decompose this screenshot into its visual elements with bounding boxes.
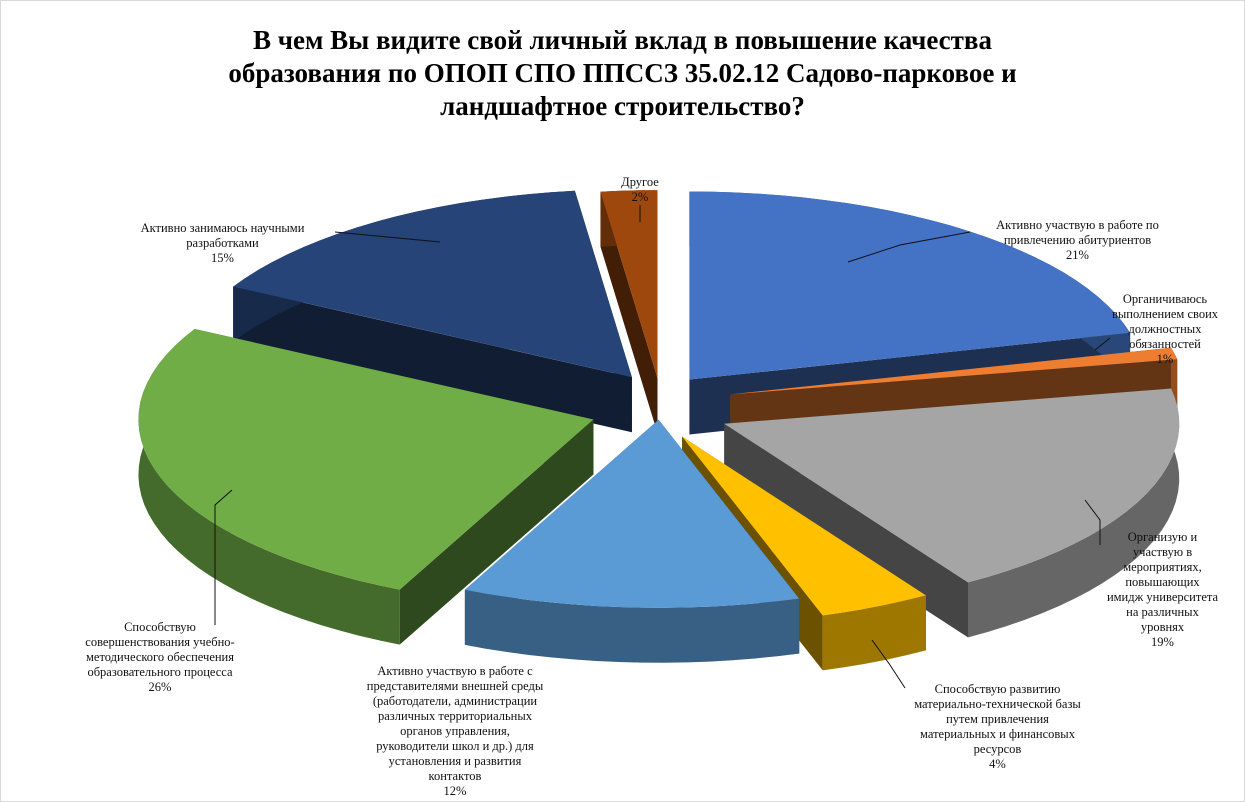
slice-label-events-value: 19%	[1151, 635, 1174, 649]
slice-label-other: Другое 2%	[595, 175, 685, 205]
slice-label-duties-value: 1%	[1156, 352, 1174, 366]
pie-slices	[138, 190, 1180, 671]
leader-line-recruiting	[847, 231, 971, 263]
slice-label-methodology: Способствую совершенствования учебно- ме…	[45, 620, 275, 695]
leader-line-duties	[1094, 337, 1111, 351]
slice-label-material-base-value: 4%	[989, 757, 1006, 771]
pie-slice-methodology-top	[138, 329, 594, 590]
slice-label-events: Организую и участвую в мероприятиях, пов…	[1085, 530, 1240, 650]
slice-label-recruiting: Активно участвую в работе по привлечению…	[955, 218, 1200, 263]
pie-slice-research-cut-a	[233, 286, 632, 433]
slice-label-external-contacts: Активно участвую в работе с представител…	[330, 664, 580, 799]
pie-slice-material-base-top	[682, 436, 926, 616]
chart-title-line-2: образования по ОПОП СПО ППССЗ 35.02.12 С…	[228, 58, 1017, 88]
pie-slice-other	[600, 190, 658, 434]
pie-slice-external-contacts-top	[464, 419, 800, 608]
pie-slice-recruiting-top	[689, 191, 1131, 380]
slice-label-recruiting-text: Активно участвую в работе по привлечению…	[996, 218, 1159, 247]
pie-slice-material-base-side	[822, 595, 926, 671]
slice-label-other-text: Другое	[621, 175, 659, 189]
leader-line-research	[334, 231, 441, 243]
slice-label-research-text: Активно занимаюсь научными разработками	[140, 221, 305, 250]
pie-slice-methodology-cut-a	[399, 419, 594, 645]
pie-slice-events-top	[724, 388, 1180, 583]
slice-label-material-base-text: Способствую развитию материально-техниче…	[914, 682, 1081, 756]
slice-label-external-contacts-text: Активно участвую в работе с представител…	[366, 664, 544, 783]
pie-slice-research	[233, 190, 632, 433]
chart-title-line-1: В чем Вы видите свой личный вклад в повы…	[253, 25, 992, 55]
slice-label-methodology-value: 26%	[148, 680, 172, 694]
slice-label-other-value: 2%	[631, 190, 649, 204]
pie-slice-methodology	[138, 328, 594, 645]
slice-label-duties: Органичиваюсь выполнением своих должност…	[1095, 292, 1235, 367]
chart-title-line-3: ландшафтное строительство?	[440, 91, 805, 121]
leader-line-events	[1084, 499, 1101, 545]
pie-slice-other-top	[600, 190, 658, 379]
slice-label-research-value: 15%	[211, 251, 234, 265]
leader-line-material-base	[871, 639, 906, 689]
pie-slice-methodology-side	[138, 329, 400, 645]
leader-line-methodology	[214, 489, 233, 625]
slice-label-methodology-text: Способствую совершенствования учебно- ме…	[85, 620, 235, 679]
slice-label-research: Активно занимаюсь научными разработками …	[105, 221, 340, 266]
slice-label-external-contacts-value: 12%	[443, 784, 467, 798]
pie-slice-external-contacts	[464, 419, 800, 663]
slice-label-recruiting-value: 21%	[1066, 248, 1089, 262]
slice-label-material-base: Способствую развитию материально-техниче…	[875, 682, 1120, 772]
pie-slice-duties-top	[730, 347, 1178, 395]
pie-slice-events	[724, 388, 1180, 638]
pie-slice-events-side	[968, 388, 1180, 638]
pie-slice-external-contacts-side	[464, 589, 800, 663]
pie-slice-other-cut-a	[600, 191, 658, 434]
slice-label-events-text: Организую и участвую в мероприятиях, пов…	[1106, 530, 1219, 634]
leader-lines	[214, 205, 1111, 689]
pie-slice-research-top	[233, 190, 632, 378]
chart-title: В чем Вы видите свой личный вклад в повы…	[0, 24, 1245, 123]
slice-label-duties-text: Органичиваюсь выполнением своих должност…	[1111, 292, 1219, 351]
